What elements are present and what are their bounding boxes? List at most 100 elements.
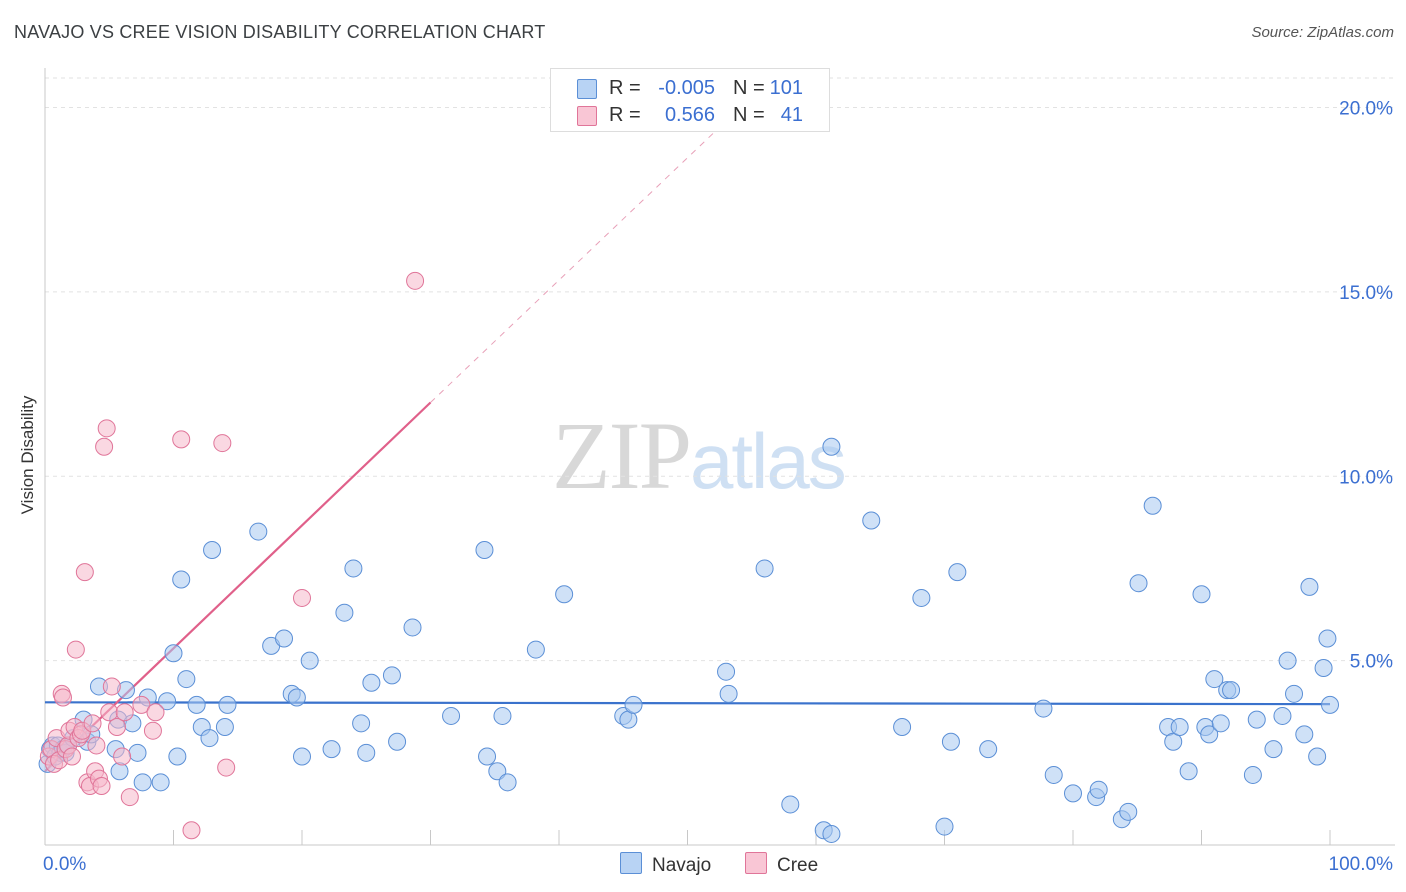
navajo-point [1308, 747, 1327, 766]
navajo-point [1064, 784, 1082, 803]
navajo-point [488, 762, 507, 781]
navajo-point [344, 559, 363, 578]
navajo-point [403, 618, 422, 637]
navajo-point [979, 740, 998, 759]
cree-point [107, 718, 126, 736]
navajo-point [1222, 681, 1241, 700]
cree-point [172, 430, 191, 449]
legend-n-label: N = [733, 77, 765, 99]
navajo-point [478, 747, 497, 766]
cree-point [293, 588, 311, 607]
navajo-point [275, 629, 294, 648]
navajo-point [1295, 725, 1314, 744]
navajo-point [300, 651, 319, 670]
navajo-point [912, 588, 931, 607]
navajo-point [948, 563, 967, 582]
navajo-point [362, 673, 381, 692]
cree-points [39, 271, 425, 840]
navajo-point [1192, 585, 1211, 604]
navajo-point [1318, 629, 1337, 648]
legend-n-value: 101 [769, 77, 803, 99]
navajo-point [1211, 714, 1230, 733]
navajo-point [1314, 659, 1333, 677]
cree-point [75, 563, 94, 582]
navajo-point [1247, 710, 1266, 729]
x-tick-label-start: 0.0% [43, 854, 86, 875]
cree-point [406, 271, 425, 290]
cree-legend-label: Cree [777, 855, 819, 876]
legend-r-label: R = [609, 104, 641, 126]
grid-lines [44, 68, 1395, 846]
navajo-point [287, 688, 306, 707]
cree-point [113, 747, 132, 766]
navajo-point [1129, 574, 1148, 593]
navajo-swatch [577, 79, 597, 99]
y-tick-label: 15.0% [1339, 283, 1393, 304]
cree-legend-swatch [745, 852, 767, 874]
navajo-point [526, 640, 545, 659]
y-tick-label: 5.0% [1350, 652, 1393, 673]
navajo-point [1179, 762, 1198, 781]
cree-point [53, 688, 72, 707]
navajo-point [357, 743, 376, 762]
cree-point [62, 747, 81, 766]
legend-r-value: 0.566 [664, 104, 715, 126]
navajo-point [158, 692, 177, 711]
navajo-point [128, 743, 147, 762]
navajo-point [218, 695, 237, 714]
navajo-point [498, 773, 517, 792]
navajo-point [941, 732, 960, 751]
navajo-point [493, 706, 512, 725]
watermark: ZIPatlas [552, 400, 847, 511]
legend-item-cree[interactable]: Cree [745, 852, 818, 877]
cree-point [115, 703, 134, 722]
navajo-point [555, 585, 574, 604]
correlation-legend: R = -0.005 N = 101 R = 0.566 N = 41 [550, 68, 830, 132]
source-credit: Source: ZipAtlas.com [1251, 24, 1394, 41]
trend-lines [44, 132, 1331, 773]
navajo-point [382, 666, 401, 685]
navajo-point [475, 541, 494, 559]
navajo-point [1034, 699, 1053, 718]
chart-title: NAVAJO VS CREE VISION DISABILITY CORRELA… [14, 22, 546, 42]
legend-r-value: -0.005 [658, 77, 715, 99]
navajo-point [1278, 651, 1297, 670]
navajo-point [893, 718, 912, 736]
legend-n-value: 41 [780, 104, 803, 126]
navajo-point [249, 522, 268, 541]
navajo-point [1264, 740, 1283, 759]
navajo-point [200, 729, 219, 748]
cree-point [83, 714, 102, 733]
navajo-point [187, 695, 206, 714]
cree-point [66, 640, 85, 659]
navajo-point [1243, 765, 1262, 784]
cree-point [143, 721, 162, 740]
cree-swatch [577, 106, 597, 126]
navajo-point [133, 773, 152, 792]
navajo-point [1170, 718, 1189, 736]
navajo-point [822, 824, 841, 843]
navajo-point [335, 603, 354, 622]
cree-point [146, 703, 165, 722]
navajo-point [862, 511, 881, 530]
legend-row-cree: R = 0.566 N = 41 [551, 102, 829, 128]
navajo-legend-label: Navajo [652, 855, 712, 876]
y-tick-label: 10.0% [1339, 467, 1393, 488]
x-tick-labels: 0.0% 100.0% [43, 854, 1393, 875]
navajo-point [388, 732, 407, 751]
navajo-point [1200, 725, 1219, 744]
navajo-point [1273, 706, 1292, 725]
legend-item-navajo[interactable]: Navajo [620, 852, 711, 877]
navajo-point [352, 714, 371, 733]
legend-row-navajo: R = -0.005 N = 101 [551, 75, 829, 101]
legend-r-label: R = [609, 77, 641, 99]
navajo-point [781, 795, 800, 814]
cree-point [120, 788, 139, 807]
navajo-trend-line [44, 701, 1331, 706]
navajo-point [1205, 670, 1224, 689]
navajo-point [935, 817, 954, 836]
navajo-point [1321, 695, 1339, 714]
cree-trend-extension [430, 132, 714, 403]
navajo-point [322, 740, 341, 759]
